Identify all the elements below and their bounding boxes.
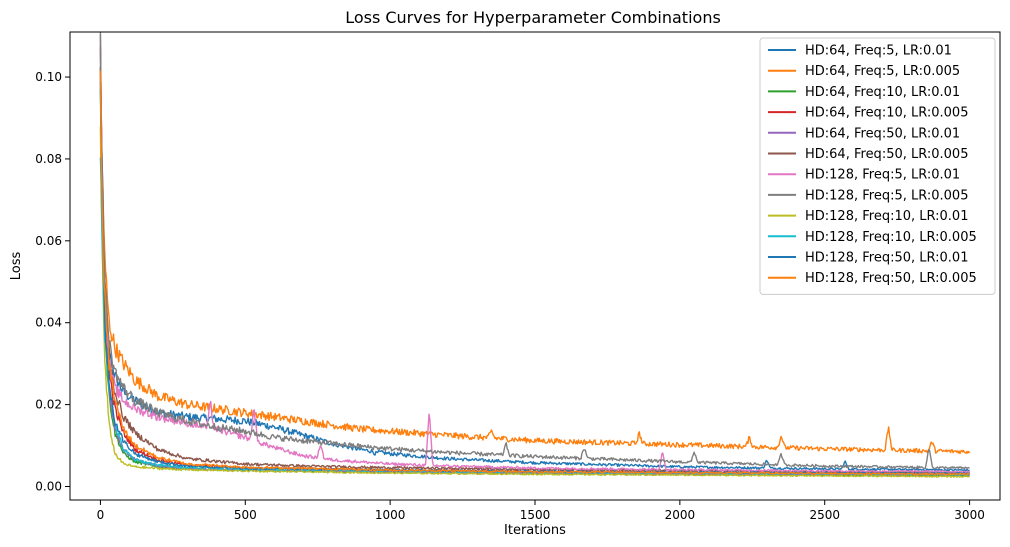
y-tick-label: 0.00: [35, 479, 62, 493]
x-tick-label: 1000: [375, 508, 406, 522]
legend-label: HD:64, Freq:5, LR:0.005: [805, 64, 960, 79]
y-tick-label: 0.08: [35, 152, 62, 166]
x-axis: 0 500 1000 1500 2000 2500 3000: [97, 500, 985, 522]
y-tick-label: 0.10: [35, 70, 62, 84]
x-tick-label: 3000: [954, 508, 985, 522]
x-tick-label: 500: [234, 508, 257, 522]
x-tick-label: 2000: [665, 508, 696, 522]
y-axis-title: Loss: [9, 252, 24, 281]
x-tick-label: 2500: [809, 508, 840, 522]
legend-label: HD:64, Freq:50, LR:0.01: [805, 126, 960, 141]
legend-label: HD:64, Freq:5, LR:0.01: [805, 44, 952, 59]
legend-label: HD:128, Freq:5, LR:0.01: [805, 168, 960, 183]
legend-label: HD:128, Freq:50, LR:0.01: [805, 251, 968, 266]
y-tick-label: 0.04: [35, 316, 62, 330]
legend-label: HD:64, Freq:50, LR:0.005: [805, 147, 968, 162]
legend-label: HD:128, Freq:10, LR:0.01: [805, 209, 968, 224]
x-axis-title: Iterations: [504, 523, 566, 538]
chart-title: Loss Curves for Hyperparameter Combinati…: [345, 8, 721, 27]
legend-label: HD:128, Freq:50, LR:0.005: [805, 271, 977, 286]
y-tick-label: 0.02: [35, 398, 62, 412]
y-tick-label: 0.06: [35, 234, 62, 248]
y-axis: 0.00 0.02 0.04 0.06 0.08 0.10: [35, 70, 70, 493]
legend-label: HD:64, Freq:10, LR:0.01: [805, 85, 960, 100]
legend-label: HD:128, Freq:5, LR:0.005: [805, 188, 968, 203]
legend-label: HD:128, Freq:10, LR:0.005: [805, 230, 977, 245]
x-tick-label: 0: [97, 508, 105, 522]
legend: HD:64, Freq:5, LR:0.01 HD:64, Freq:5, LR:…: [760, 38, 995, 294]
legend-label: HD:64, Freq:10, LR:0.005: [805, 106, 968, 121]
x-tick-label: 1500: [520, 508, 551, 522]
